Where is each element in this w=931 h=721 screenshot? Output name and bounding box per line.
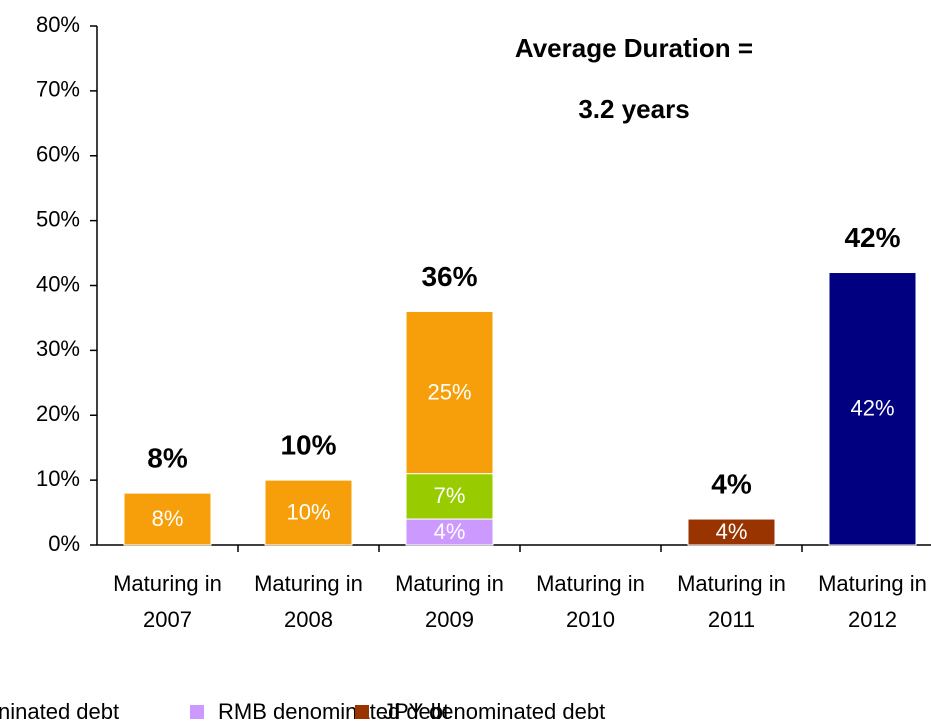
bar-segment	[828, 272, 917, 546]
y-tick-label: 0%	[48, 531, 80, 556]
data-label: 4%	[716, 519, 748, 544]
bar-segment	[405, 310, 494, 475]
legend-marker	[355, 705, 369, 719]
y-tick-label: 60%	[36, 142, 80, 167]
bar-segment	[264, 479, 353, 546]
y-tick-label: 50%	[36, 206, 80, 231]
x-tick-label: Maturing in 2011	[677, 571, 786, 632]
y-tick-label: 10%	[36, 466, 80, 491]
data-label: 4%	[434, 519, 466, 544]
y-tick-label: 70%	[36, 77, 80, 102]
y-tick-label: 20%	[36, 401, 80, 426]
total-label: 8%	[147, 442, 188, 473]
data-label: 8%	[152, 506, 184, 531]
y-tick-label: 40%	[36, 271, 80, 296]
bar-segment	[405, 473, 494, 520]
x-tick-label: Maturing in 2009	[395, 571, 504, 632]
bar-segment	[687, 518, 776, 546]
data-label: 7%	[434, 483, 466, 508]
data-label: 42%	[850, 396, 894, 421]
bar-segment	[123, 492, 212, 546]
legend-label: JPY denominated debt	[383, 699, 605, 721]
x-tick-label: Maturing in 2007	[113, 571, 222, 632]
legend-marker	[190, 705, 204, 719]
annotation: 3.2 years	[578, 94, 689, 124]
total-label: 42%	[844, 222, 900, 253]
legend-label: ninated debt	[0, 699, 119, 721]
bar-segment	[405, 518, 494, 546]
total-label: 10%	[280, 430, 336, 461]
data-label: 25%	[427, 379, 471, 404]
y-tick-label: 30%	[36, 336, 80, 361]
data-label: 10%	[286, 499, 330, 524]
total-label: 4%	[711, 468, 752, 499]
x-tick-label: Maturing in 2010	[536, 571, 645, 632]
y-tick-label: 80%	[36, 12, 80, 37]
x-tick-label: Maturing in 2008	[254, 571, 363, 632]
annotation: Average Duration =	[515, 33, 753, 63]
x-tick-label: Maturing in 2012	[818, 571, 927, 632]
legend-label: RMB denominated debt	[218, 699, 449, 721]
total-label: 36%	[421, 261, 477, 292]
